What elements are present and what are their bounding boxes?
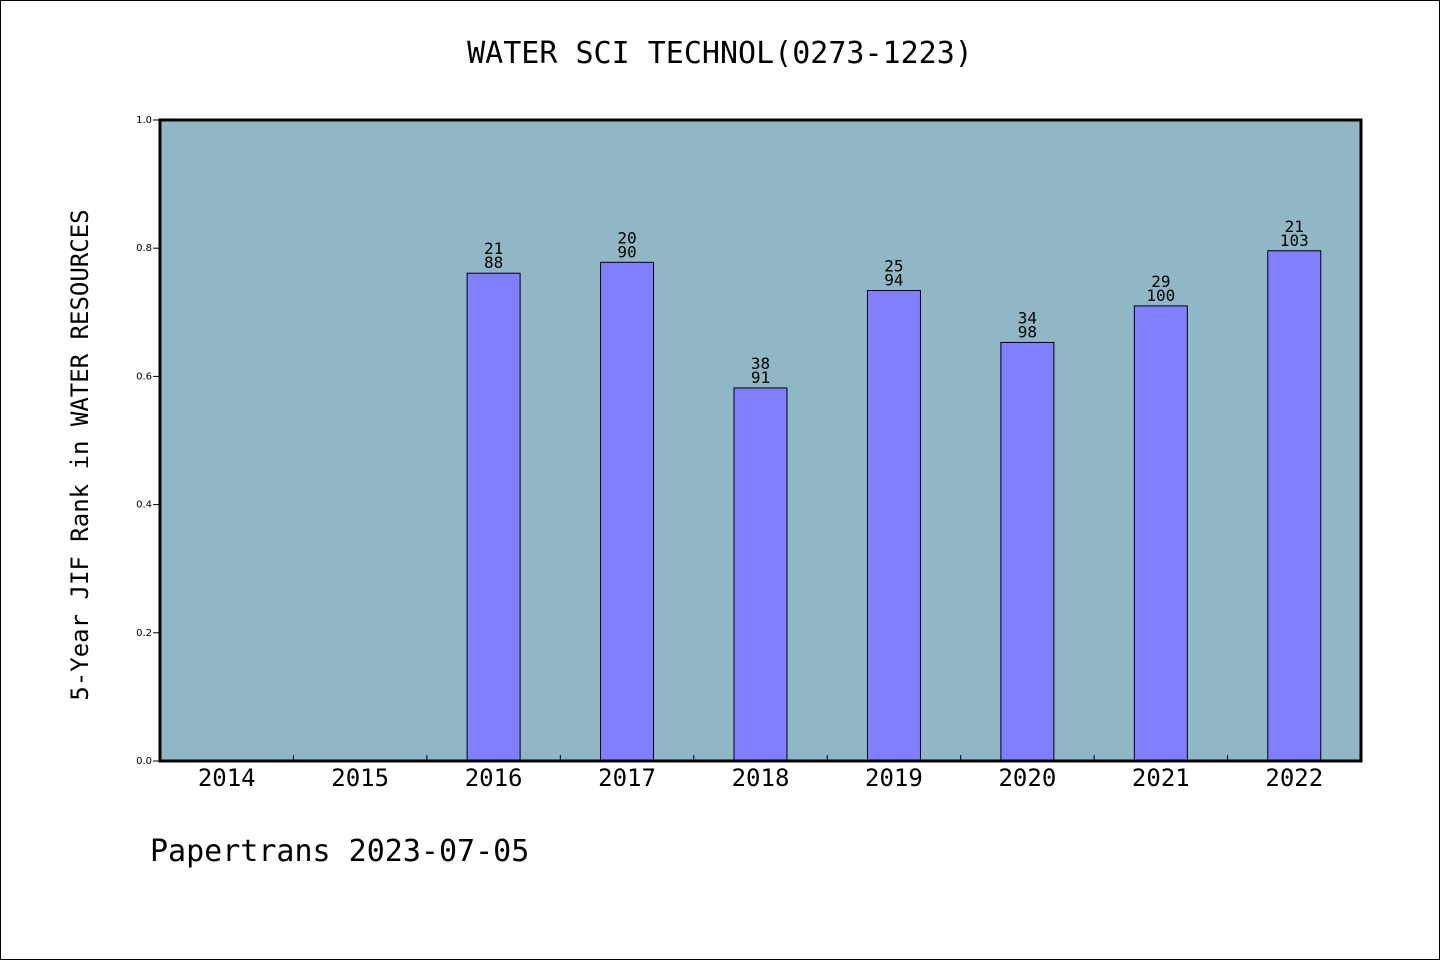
footer-source-date: Papertrans 2023-07-05: [150, 834, 530, 869]
x-tick-label: 2022: [1265, 764, 1323, 792]
bar-total-label: 88: [484, 253, 503, 272]
bar-rank-label: 20: [617, 228, 636, 247]
x-tick-label: 2015: [331, 764, 389, 792]
y-tick-label: 0.2: [136, 628, 152, 639]
y-tick-label: 0.8: [136, 243, 152, 254]
bar: [733, 387, 788, 762]
bar: [466, 272, 521, 762]
plot-border: [158, 118, 1363, 763]
x-tick-label: 2019: [865, 764, 923, 792]
bar: [1267, 250, 1322, 762]
bar-total-label: 100: [1146, 286, 1175, 305]
bar: [600, 261, 655, 762]
bar: [1000, 341, 1055, 762]
bar-rank-label: 38: [751, 354, 770, 373]
x-tick-label: 2016: [465, 764, 523, 792]
bar-rank-label: 25: [884, 257, 903, 276]
bar-total-label: 91: [751, 368, 770, 387]
chart-title: WATER SCI TECHNOL(0273-1223): [467, 36, 973, 71]
bar-rank-label: 21: [1285, 217, 1304, 236]
bar-total-label: 103: [1280, 231, 1309, 250]
x-tick-label: 2014: [198, 764, 256, 792]
bar-total-label: 90: [617, 242, 636, 261]
bar: [1133, 305, 1188, 762]
y-tick-label: 0.4: [136, 500, 152, 511]
bar: [866, 290, 921, 762]
bar-rank-label: 21: [484, 239, 503, 258]
x-tick-label: 2017: [598, 764, 656, 792]
bar-total-label: 94: [884, 271, 903, 290]
x-tick-label: 2021: [1132, 764, 1190, 792]
bar-rank-label: 34: [1018, 308, 1037, 327]
x-tick-label: 2018: [732, 764, 790, 792]
y-tick-label: 1.0: [136, 115, 152, 126]
bar-rank-label: 29: [1151, 272, 1170, 291]
x-tick-label: 2020: [998, 764, 1056, 792]
y-tick-label: 0.6: [136, 371, 152, 382]
bar-total-label: 98: [1018, 322, 1037, 341]
y-tick-label: 0.0: [136, 756, 152, 767]
